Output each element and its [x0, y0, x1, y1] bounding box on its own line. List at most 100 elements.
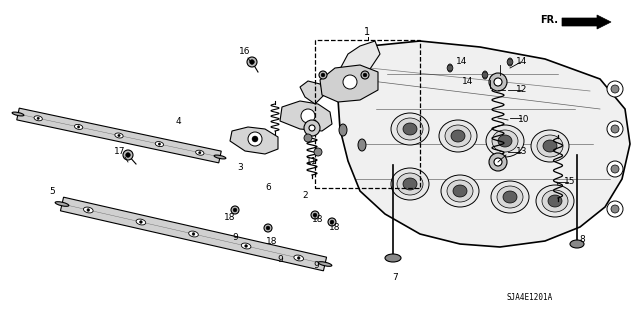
Ellipse shape	[397, 173, 423, 195]
Circle shape	[489, 153, 507, 171]
Circle shape	[489, 73, 507, 91]
Circle shape	[123, 150, 133, 160]
Circle shape	[198, 152, 201, 154]
Text: 14: 14	[462, 78, 474, 86]
Circle shape	[118, 134, 120, 137]
Ellipse shape	[508, 58, 513, 66]
Ellipse shape	[503, 191, 517, 203]
Ellipse shape	[439, 120, 477, 152]
Ellipse shape	[447, 180, 473, 202]
Ellipse shape	[241, 243, 251, 249]
Circle shape	[233, 208, 237, 212]
FancyArrow shape	[562, 15, 611, 29]
Text: 13: 13	[516, 147, 528, 157]
Circle shape	[304, 134, 312, 142]
Ellipse shape	[196, 150, 204, 155]
Circle shape	[607, 81, 623, 97]
Text: 16: 16	[239, 48, 251, 56]
Text: 3: 3	[237, 164, 243, 173]
Text: 4: 4	[175, 117, 181, 127]
Ellipse shape	[498, 135, 512, 147]
Polygon shape	[300, 81, 325, 104]
Ellipse shape	[537, 135, 563, 157]
Circle shape	[231, 206, 239, 214]
Polygon shape	[338, 41, 380, 99]
Circle shape	[330, 220, 334, 224]
Text: 18: 18	[312, 216, 324, 225]
Circle shape	[301, 109, 315, 123]
Circle shape	[507, 59, 513, 65]
Circle shape	[77, 126, 80, 128]
Ellipse shape	[391, 113, 429, 145]
Ellipse shape	[447, 64, 452, 72]
Ellipse shape	[294, 255, 303, 261]
Text: 7: 7	[392, 273, 398, 283]
Ellipse shape	[12, 112, 24, 116]
Text: 5: 5	[49, 188, 55, 197]
Circle shape	[309, 125, 315, 131]
Ellipse shape	[453, 185, 467, 197]
Ellipse shape	[497, 186, 523, 208]
Circle shape	[607, 121, 623, 137]
Text: 18: 18	[329, 224, 340, 233]
Text: 14: 14	[456, 57, 468, 66]
Polygon shape	[60, 197, 326, 271]
Circle shape	[494, 78, 502, 86]
Ellipse shape	[318, 262, 332, 266]
Ellipse shape	[542, 190, 568, 212]
Circle shape	[611, 125, 619, 133]
Circle shape	[248, 132, 262, 146]
Circle shape	[314, 148, 322, 156]
Ellipse shape	[492, 130, 518, 152]
Circle shape	[252, 136, 258, 142]
Ellipse shape	[189, 231, 198, 237]
Ellipse shape	[486, 125, 524, 157]
Circle shape	[264, 224, 272, 232]
Ellipse shape	[531, 130, 569, 162]
Polygon shape	[230, 127, 278, 154]
Ellipse shape	[55, 202, 69, 206]
Text: 18: 18	[266, 238, 278, 247]
Circle shape	[250, 60, 254, 64]
Ellipse shape	[403, 123, 417, 135]
Circle shape	[313, 213, 317, 217]
Circle shape	[611, 85, 619, 93]
Text: 17: 17	[115, 147, 125, 157]
Ellipse shape	[441, 175, 479, 207]
Circle shape	[247, 57, 257, 67]
Ellipse shape	[570, 240, 584, 248]
Ellipse shape	[397, 118, 423, 140]
Ellipse shape	[451, 130, 465, 142]
Ellipse shape	[339, 124, 347, 136]
Circle shape	[482, 72, 488, 78]
Circle shape	[607, 201, 623, 217]
Ellipse shape	[115, 133, 123, 138]
Text: 8: 8	[579, 235, 585, 244]
Text: 18: 18	[224, 213, 236, 222]
Polygon shape	[280, 101, 332, 131]
Circle shape	[328, 218, 336, 226]
Ellipse shape	[543, 140, 557, 152]
Text: 10: 10	[518, 115, 530, 124]
Circle shape	[611, 205, 619, 213]
Circle shape	[37, 117, 40, 120]
Text: 12: 12	[516, 85, 528, 94]
Ellipse shape	[358, 139, 366, 151]
Circle shape	[125, 153, 131, 157]
Circle shape	[319, 71, 327, 79]
Circle shape	[140, 221, 142, 223]
Text: 11: 11	[307, 158, 317, 167]
Circle shape	[343, 75, 357, 89]
Bar	[315, 40, 420, 188]
Text: SJA4E1201A: SJA4E1201A	[507, 293, 553, 302]
Circle shape	[361, 71, 369, 79]
Text: FR.: FR.	[540, 15, 558, 25]
Circle shape	[87, 209, 90, 211]
Text: 9: 9	[313, 261, 319, 270]
Ellipse shape	[34, 116, 42, 121]
Circle shape	[158, 143, 161, 145]
Circle shape	[244, 245, 248, 248]
Ellipse shape	[403, 178, 417, 190]
Text: 1: 1	[364, 27, 371, 37]
Ellipse shape	[491, 181, 529, 213]
